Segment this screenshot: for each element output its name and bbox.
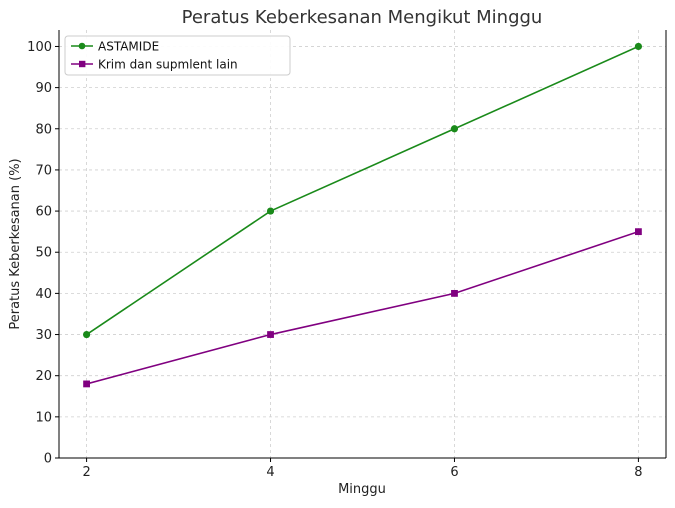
legend-marker xyxy=(79,60,86,68)
y-tick-label: 0 xyxy=(44,452,52,467)
x-tick-label: 6 xyxy=(450,465,458,480)
y-tick-label: 20 xyxy=(35,369,52,384)
data-point xyxy=(266,207,275,215)
data-point xyxy=(82,330,91,339)
x-tick-label: 8 xyxy=(634,465,642,480)
series-1 xyxy=(82,42,643,339)
x-tick-label: 4 xyxy=(266,465,274,480)
series-2 xyxy=(83,228,642,388)
y-tick-label: 50 xyxy=(35,246,52,261)
y-tick-label: 100 xyxy=(27,40,52,55)
legend-marker xyxy=(78,42,86,50)
chart-title: Peratus Keberkesanan Mengikut Minggu xyxy=(182,7,543,28)
series-line xyxy=(86,45,639,336)
ticks: 0 10 20 30 40 50 60 70 80 90 100 2 4 6 8 xyxy=(27,40,642,480)
legend-label: ASTAMIDE xyxy=(98,39,159,53)
series xyxy=(82,42,643,388)
y-tick-label: 60 xyxy=(35,205,52,220)
y-tick-label: 70 xyxy=(35,163,52,178)
y-tick-label: 40 xyxy=(35,287,52,302)
grid xyxy=(59,30,666,459)
axes xyxy=(58,30,667,459)
x-tick-label: 2 xyxy=(82,465,90,480)
legend-label: Krim dan supmlent lain xyxy=(98,57,238,71)
data-point xyxy=(267,331,274,338)
y-axis-label: Peratus Keberkesanan (%) xyxy=(8,158,23,329)
data-point xyxy=(634,42,643,51)
y-tick-label: 10 xyxy=(35,410,52,425)
series-line xyxy=(86,230,639,385)
data-point xyxy=(451,289,458,297)
y-tick-label: 80 xyxy=(35,122,52,137)
legend: ASTAMIDE Krim dan supmlent lain xyxy=(64,35,291,76)
legend-box xyxy=(64,35,291,76)
data-point xyxy=(635,228,642,236)
data-point xyxy=(450,125,459,133)
y-tick-label: 90 xyxy=(35,81,52,96)
y-tick-label: 30 xyxy=(35,328,52,343)
data-point xyxy=(83,380,90,388)
x-axis-label: Minggu xyxy=(338,482,386,497)
